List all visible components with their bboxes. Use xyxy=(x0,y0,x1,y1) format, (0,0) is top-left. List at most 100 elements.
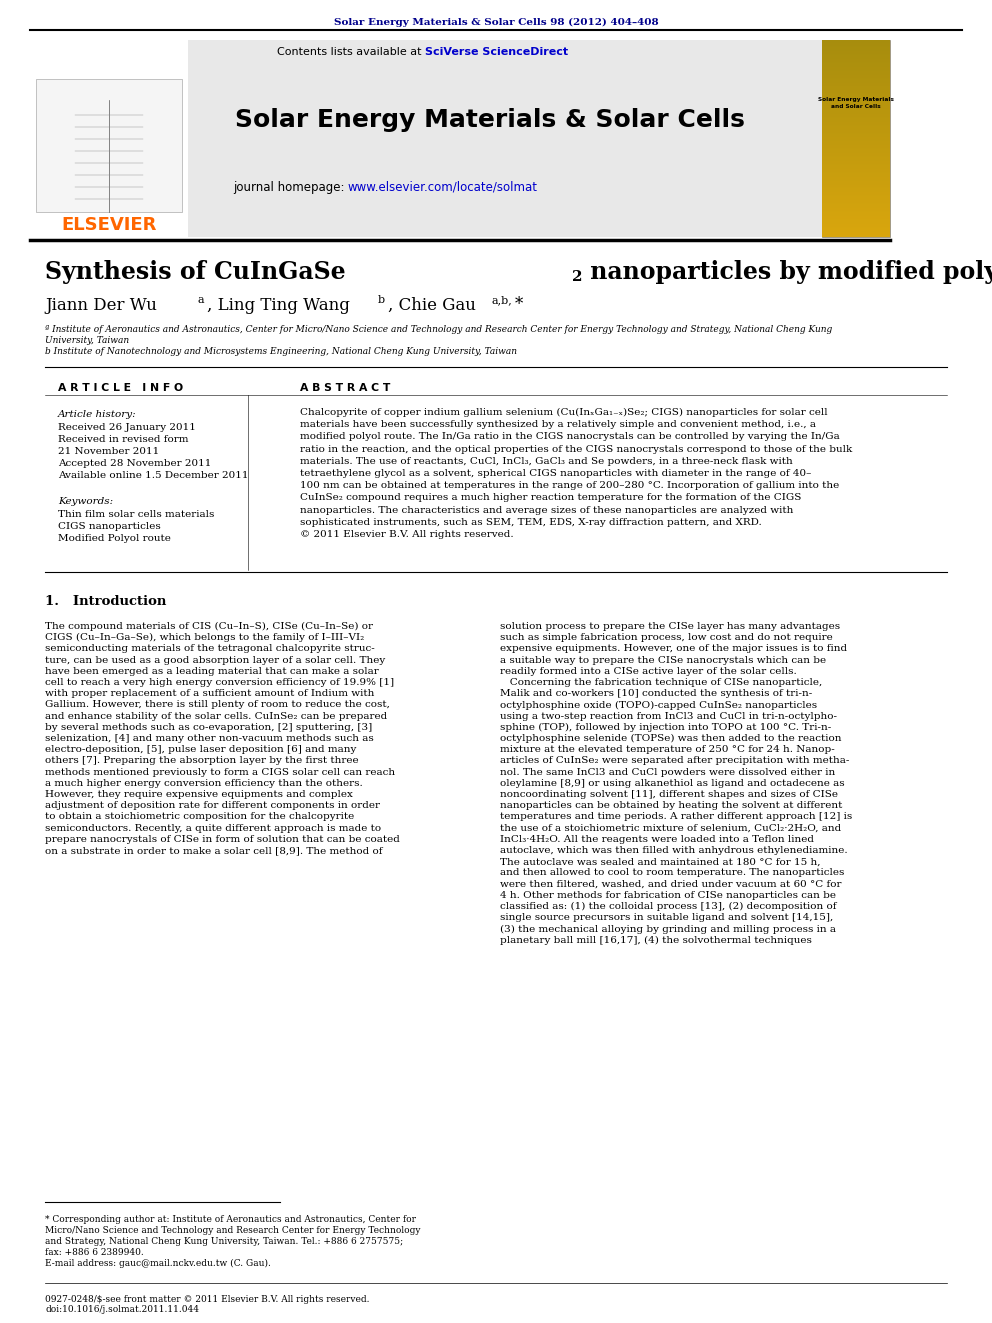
Text: 2: 2 xyxy=(572,270,582,284)
Text: and Strategy, National Cheng Kung University, Taiwan. Tel.: +886 6 2757575;: and Strategy, National Cheng Kung Univer… xyxy=(45,1237,403,1246)
Text: InCl₃·4H₂O. All the reagents were loaded into a Teflon lined: InCl₃·4H₂O. All the reagents were loaded… xyxy=(500,835,814,844)
Text: cell to reach a very high energy conversion efficiency of 19.9% [1]: cell to reach a very high energy convers… xyxy=(45,677,394,687)
Bar xyxy=(822,40,890,237)
Text: , Chie Gau: , Chie Gau xyxy=(388,296,476,314)
Text: modified polyol route. The In/Ga ratio in the CIGS nanocrystals can be controlle: modified polyol route. The In/Ga ratio i… xyxy=(300,433,840,442)
Text: Available online 1.5 December 2011: Available online 1.5 December 2011 xyxy=(58,471,249,480)
Text: CIGS nanoparticles: CIGS nanoparticles xyxy=(58,523,161,531)
Text: nol. The same InCl3 and CuCl powders were dissolved either in: nol. The same InCl3 and CuCl powders wer… xyxy=(500,767,835,777)
Text: others [7]. Preparing the absorption layer by the first three: others [7]. Preparing the absorption lay… xyxy=(45,757,359,766)
Text: using a two-step reaction from InCl3 and CuCl in tri-n-octylpho-: using a two-step reaction from InCl3 and… xyxy=(500,712,837,721)
Text: Jiann Der Wu: Jiann Der Wu xyxy=(45,296,157,314)
Text: Solar Energy Materials & Solar Cells: Solar Energy Materials & Solar Cells xyxy=(235,108,745,132)
Text: Synthesis of CuInGaSe: Synthesis of CuInGaSe xyxy=(45,261,345,284)
Text: Solar Energy Materials & Solar Cells 98 (2012) 404–408: Solar Energy Materials & Solar Cells 98 … xyxy=(333,17,659,26)
Text: journal homepage:: journal homepage: xyxy=(233,180,348,193)
Text: octylphosphine oxide (TOPO)-capped CuInSe₂ nanoparticles: octylphosphine oxide (TOPO)-capped CuInS… xyxy=(500,700,817,709)
Text: oleylamine [8,9] or using alkanethiol as ligand and octadecene as: oleylamine [8,9] or using alkanethiol as… xyxy=(500,779,844,787)
Text: Concerning the fabrication technique of CISe nanoparticle,: Concerning the fabrication technique of … xyxy=(500,677,822,687)
Text: planetary ball mill [16,17], (4) the solvothermal techniques: planetary ball mill [16,17], (4) the sol… xyxy=(500,935,811,945)
Text: b: b xyxy=(378,295,385,306)
Text: materials have been successfully synthesized by a relatively simple and convenie: materials have been successfully synthes… xyxy=(300,421,816,429)
Text: nanoparticles. The characteristics and average sizes of these nanoparticles are : nanoparticles. The characteristics and a… xyxy=(300,505,794,515)
Text: The compound materials of CIS (Cu–In–S), CISe (Cu–In–Se) or: The compound materials of CIS (Cu–In–S),… xyxy=(45,622,373,631)
Text: CuInSe₂ compound requires a much higher reaction temperature for the formation o: CuInSe₂ compound requires a much higher … xyxy=(300,493,802,503)
Text: However, they require expensive equipments and complex: However, they require expensive equipmen… xyxy=(45,790,353,799)
Text: single source precursors in suitable ligand and solvent [14,15],: single source precursors in suitable lig… xyxy=(500,913,833,922)
Text: 4 h. Other methods for fabrication of CISe nanoparticles can be: 4 h. Other methods for fabrication of CI… xyxy=(500,890,836,900)
Text: A R T I C L E   I N F O: A R T I C L E I N F O xyxy=(58,382,184,393)
Text: nanoparticles by modified polyol route: nanoparticles by modified polyol route xyxy=(582,261,992,284)
Text: have been emerged as a leading material that can make a solar: have been emerged as a leading material … xyxy=(45,667,379,676)
Text: mixture at the elevated temperature of 250 °C for 24 h. Nanop-: mixture at the elevated temperature of 2… xyxy=(500,745,834,754)
Text: © 2011 Elsevier B.V. All rights reserved.: © 2011 Elsevier B.V. All rights reserved… xyxy=(300,531,514,538)
Text: , Ling Ting Wang: , Ling Ting Wang xyxy=(207,296,350,314)
Text: 100 nm can be obtained at temperatures in the range of 200–280 °C. Incorporation: 100 nm can be obtained at temperatures i… xyxy=(300,482,839,491)
Text: Contents lists available at: Contents lists available at xyxy=(277,48,425,57)
Text: University, Taiwan: University, Taiwan xyxy=(45,336,129,345)
Text: nanoparticles can be obtained by heating the solvent at different: nanoparticles can be obtained by heating… xyxy=(500,802,842,810)
Text: ª Institute of Aeronautics and Astronautics, Center for Micro/Nano Science and T: ª Institute of Aeronautics and Astronaut… xyxy=(45,325,832,333)
Bar xyxy=(36,79,182,212)
Text: ELSEVIER: ELSEVIER xyxy=(62,216,157,234)
Text: Gallium. However, there is still plenty of room to reduce the cost,: Gallium. However, there is still plenty … xyxy=(45,700,390,709)
Text: solution process to prepare the CISe layer has many advantages: solution process to prepare the CISe lay… xyxy=(500,622,840,631)
Text: The autoclave was sealed and maintained at 180 °C for 15 h,: The autoclave was sealed and maintained … xyxy=(500,857,820,867)
Text: Malik and co-workers [10] conducted the synthesis of tri-n-: Malik and co-workers [10] conducted the … xyxy=(500,689,812,699)
Text: b Institute of Nanotechnology and Microsystems Engineering, National Cheng Kung : b Institute of Nanotechnology and Micros… xyxy=(45,347,517,356)
Text: by several methods such as co-evaporation, [2] sputtering, [3]: by several methods such as co-evaporatio… xyxy=(45,722,372,732)
Text: and then allowed to cool to room temperature. The nanoparticles: and then allowed to cool to room tempera… xyxy=(500,868,844,877)
Text: (3) the mechanical alloying by grinding and milling process in a: (3) the mechanical alloying by grinding … xyxy=(500,925,836,934)
Text: were then filtered, washed, and dried under vacuum at 60 °C for: were then filtered, washed, and dried un… xyxy=(500,880,841,889)
Text: Received in revised form: Received in revised form xyxy=(58,435,188,445)
Text: sophisticated instruments, such as SEM, TEM, EDS, X-ray diffraction pattern, and: sophisticated instruments, such as SEM, … xyxy=(300,517,762,527)
Text: expensive equipments. However, one of the major issues is to find: expensive equipments. However, one of th… xyxy=(500,644,847,654)
Text: A B S T R A C T: A B S T R A C T xyxy=(300,382,391,393)
Text: Modified Polyol route: Modified Polyol route xyxy=(58,534,171,542)
Text: adjustment of deposition rate for different components in order: adjustment of deposition rate for differ… xyxy=(45,802,380,810)
Text: Chalcopyrite of copper indium gallium selenium (Cu(InₓGa₁₋ₓ)Se₂; CIGS) nanoparti: Chalcopyrite of copper indium gallium se… xyxy=(300,407,827,417)
Text: the use of a stoichiometric mixture of selenium, CuCl₂·2H₂O, and: the use of a stoichiometric mixture of s… xyxy=(500,824,841,832)
Text: Article history:: Article history: xyxy=(58,410,137,419)
Text: sphine (TOP), followed by injection into TOPO at 100 °C. Tri-n-: sphine (TOP), followed by injection into… xyxy=(500,722,831,732)
Text: Received 26 January 2011: Received 26 January 2011 xyxy=(58,423,195,433)
Text: Keywords:: Keywords: xyxy=(58,497,113,505)
Text: temperatures and time periods. A rather different approach [12] is: temperatures and time periods. A rather … xyxy=(500,812,852,822)
Text: and enhance stability of the solar cells. CuInSe₂ can be prepared: and enhance stability of the solar cells… xyxy=(45,712,387,721)
Text: E-mail address: gauc@mail.nckv.edu.tw (C. Gau).: E-mail address: gauc@mail.nckv.edu.tw (C… xyxy=(45,1259,271,1269)
Text: www.elsevier.com/locate/solmat: www.elsevier.com/locate/solmat xyxy=(348,180,538,193)
Bar xyxy=(30,40,188,237)
Text: a suitable way to prepare the CISe nanocrystals which can be: a suitable way to prepare the CISe nanoc… xyxy=(500,656,826,664)
Text: to obtain a stoichiometric composition for the chalcopyrite: to obtain a stoichiometric composition f… xyxy=(45,812,354,822)
Text: a much higher energy conversion efficiency than the others.: a much higher energy conversion efficien… xyxy=(45,779,363,787)
Text: classified as: (1) the colloidal process [13], (2) decomposition of: classified as: (1) the colloidal process… xyxy=(500,902,836,912)
Text: octylphosphine selenide (TOPSe) was then added to the reaction: octylphosphine selenide (TOPSe) was then… xyxy=(500,734,841,744)
Text: CIGS (Cu–In–Ga–Se), which belongs to the family of I–III–VI₂: CIGS (Cu–In–Ga–Se), which belongs to the… xyxy=(45,634,364,643)
Text: Micro/Nano Science and Technology and Research Center for Energy Technology: Micro/Nano Science and Technology and Re… xyxy=(45,1226,421,1234)
Text: ture, can be used as a good absorption layer of a solar cell. They: ture, can be used as a good absorption l… xyxy=(45,656,385,664)
Text: autoclave, which was then filled with anhydrous ethylenediamine.: autoclave, which was then filled with an… xyxy=(500,845,847,855)
Text: selenization, [4] and many other non-vacuum methods such as: selenization, [4] and many other non-vac… xyxy=(45,734,374,744)
Text: SciVerse ScienceDirect: SciVerse ScienceDirect xyxy=(425,48,568,57)
Text: a,b,: a,b, xyxy=(491,295,512,306)
Text: 0927-0248/$-see front matter © 2011 Elsevier B.V. All rights reserved.
doi:10.10: 0927-0248/$-see front matter © 2011 Else… xyxy=(45,1295,369,1314)
Text: tetraethylene glycol as a solvent, spherical CIGS nanoparticles with diameter in: tetraethylene glycol as a solvent, spher… xyxy=(300,468,811,478)
Text: prepare nanocrystals of CISe in form of solution that can be coated: prepare nanocrystals of CISe in form of … xyxy=(45,835,400,844)
Text: electro-deposition, [5], pulse laser deposition [6] and many: electro-deposition, [5], pulse laser dep… xyxy=(45,745,356,754)
Text: materials. The use of reactants, CuCl, InCl₃, GaCl₃ and Se powders, in a three-n: materials. The use of reactants, CuCl, I… xyxy=(300,456,793,466)
Text: *: * xyxy=(515,296,523,314)
Text: semiconductors. Recently, a quite different approach is made to: semiconductors. Recently, a quite differ… xyxy=(45,824,381,832)
Text: a: a xyxy=(197,295,203,306)
Text: methods mentioned previously to form a CIGS solar cell can reach: methods mentioned previously to form a C… xyxy=(45,767,395,777)
Text: ratio in the reaction, and the optical properties of the CIGS nanocrystals corre: ratio in the reaction, and the optical p… xyxy=(300,445,852,454)
Text: 21 November 2011: 21 November 2011 xyxy=(58,447,160,456)
Text: fax: +886 6 2389940.: fax: +886 6 2389940. xyxy=(45,1248,144,1257)
Text: Accepted 28 November 2011: Accepted 28 November 2011 xyxy=(58,459,211,468)
Text: readily formed into a CISe active layer of the solar cells.: readily formed into a CISe active layer … xyxy=(500,667,797,676)
Text: Solar Energy Materials
and Solar Cells: Solar Energy Materials and Solar Cells xyxy=(818,97,894,108)
Text: on a substrate in order to make a solar cell [8,9]. The method of: on a substrate in order to make a solar … xyxy=(45,845,383,855)
Text: such as simple fabrication process, low cost and do not require: such as simple fabrication process, low … xyxy=(500,634,832,642)
Text: noncoordinating solvent [11], different shapes and sizes of CISe: noncoordinating solvent [11], different … xyxy=(500,790,838,799)
Text: * Corresponding author at: Institute of Aeronautics and Astronautics, Center for: * Corresponding author at: Institute of … xyxy=(45,1215,416,1224)
Text: semiconducting materials of the tetragonal chalcopyrite struc-: semiconducting materials of the tetragon… xyxy=(45,644,375,654)
